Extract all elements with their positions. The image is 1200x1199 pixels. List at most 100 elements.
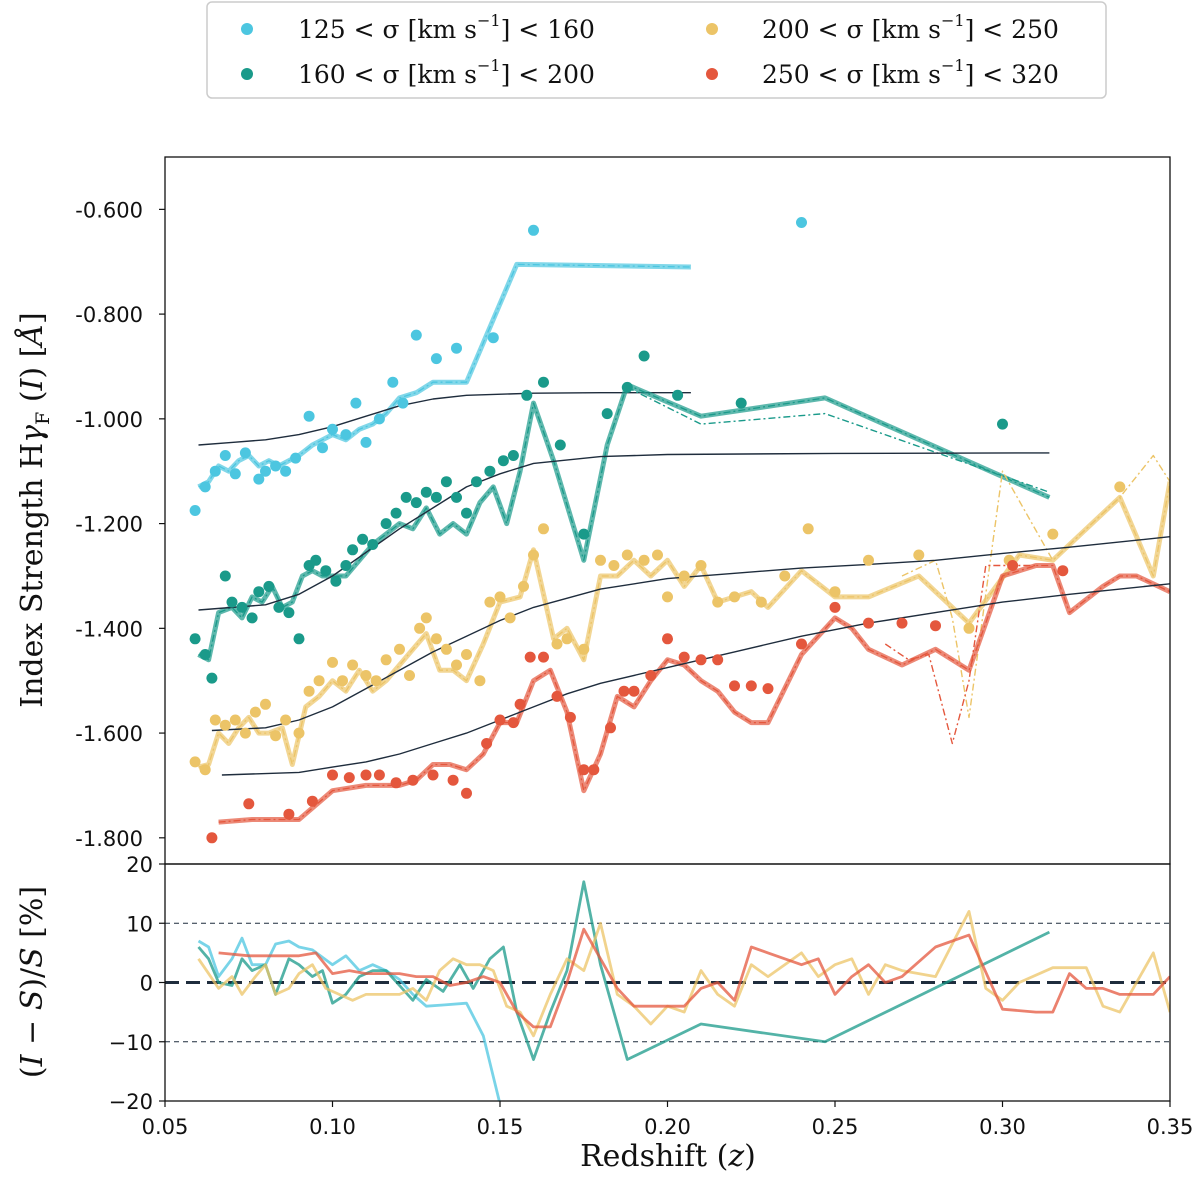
data-point-s1-35: [554, 439, 566, 451]
data-point-s0-11: [303, 410, 315, 422]
data-point-s2-22: [420, 612, 432, 624]
data-point-s1-40: [672, 389, 684, 401]
model-dashed-line-s3: [218, 564, 1170, 823]
data-point-s1-15: [330, 575, 342, 587]
data-point-s0-3: [219, 450, 231, 461]
legend-label-s2: 200 < σ [km s−1] < 250: [762, 11, 1059, 44]
data-point-s2-3: [219, 719, 231, 731]
data-point-s2-23: [430, 633, 442, 645]
data-point-s2-49: [802, 523, 814, 535]
x-tick-label: 0.10: [309, 1115, 356, 1139]
top-y-ticks: -1.800 -1.600 -1.400 -1.200 -1.000 -0.800 -0.6…: [75, 198, 165, 851]
x-tick-label: 0.30: [979, 1115, 1026, 1139]
data-point-s0-2: [209, 465, 221, 477]
data-point-s2-19: [394, 643, 405, 655]
x-ticks: 0.05 0.10 0.15 0.20 0.25 0.30 0.35: [142, 1101, 1194, 1139]
data-point-s0-12: [317, 442, 328, 454]
data-point-s2-56: [1114, 481, 1126, 493]
data-point-s0-8: [270, 460, 282, 472]
legend-marker-s2: [706, 23, 718, 35]
data-point-s2-1: [199, 764, 211, 776]
data-point-s0-13: [327, 423, 338, 435]
data-point-s1-21: [390, 507, 402, 519]
residual-line-s0: [197, 936, 501, 1101]
data-point-s2-4: [229, 714, 241, 726]
data-point-s0-9: [280, 465, 292, 477]
bottom-y-ticks: −20 −10 0 10 20: [109, 853, 165, 1114]
x-tick-label: 0.35: [1147, 1115, 1194, 1139]
data-point-s3-28: [678, 651, 690, 663]
data-point-s1-33: [521, 389, 533, 401]
data-point-s2-50: [829, 586, 841, 598]
top-y-tick-label: -1.800: [75, 827, 143, 851]
data-point-s2-31: [518, 580, 529, 592]
data-point-s0-18: [387, 376, 399, 388]
data-point-s0-0: [189, 505, 201, 516]
data-point-s3-40: [1057, 565, 1069, 577]
data-point-s1-0: [189, 633, 201, 645]
data-point-s1-38: [621, 381, 633, 393]
data-point-s2-21: [414, 622, 426, 634]
data-point-s2-13: [327, 656, 338, 668]
data-point-s3-29: [695, 654, 707, 666]
data-point-s1-1: [199, 649, 211, 660]
data-point-s3-12: [461, 787, 472, 799]
data-point-s0-21: [430, 353, 442, 365]
top-y-tick-label: -0.600: [75, 198, 143, 222]
data-point-s3-3: [306, 795, 318, 807]
data-point-s3-11: [447, 774, 459, 786]
bottom-reference-lines: [165, 922, 1170, 1043]
legend-label-s1: 160 < σ [km s−1] < 200: [298, 56, 595, 89]
data-point-s1-6: [246, 612, 258, 624]
smooth-fit-line-s0: [198, 392, 691, 446]
bottom-y-tick-label: 0: [140, 972, 153, 996]
data-point-s1-7: [253, 586, 265, 598]
model-alt-line-s2: [901, 454, 1170, 719]
residual-line-s3: [218, 927, 1170, 1029]
top-model-lines: [197, 261, 1170, 825]
data-point-s1-14: [320, 565, 332, 577]
model-dashed-line-s0: [198, 263, 691, 488]
data-point-s2-40: [638, 554, 650, 566]
data-point-s1-41: [735, 397, 747, 409]
smooth-fit-line-s2: [211, 536, 1170, 732]
data-point-s2-44: [695, 560, 707, 571]
data-point-s2-7: [260, 698, 271, 710]
data-point-s3-0: [206, 832, 218, 844]
data-point-s1-16: [340, 560, 352, 571]
data-point-s0-14: [340, 429, 352, 441]
data-point-s1-30: [484, 465, 496, 477]
data-point-s1-8: [263, 580, 275, 592]
data-point-s1-18: [357, 533, 369, 545]
data-point-s2-5: [239, 727, 251, 739]
data-point-s2-51: [863, 554, 874, 566]
data-point-s2-12: [313, 675, 325, 687]
data-point-s0-17: [373, 413, 385, 425]
data-point-s2-36: [578, 643, 590, 655]
data-point-s1-26: [440, 476, 452, 488]
data-point-s3-16: [514, 698, 526, 710]
bottom-residual-lines: [197, 880, 1170, 1101]
data-point-s2-33: [538, 523, 549, 535]
residual-line-s2: [197, 910, 1170, 1038]
data-point-s3-27: [662, 633, 673, 645]
data-point-s3-13: [481, 738, 493, 749]
data-point-s2-47: [755, 596, 767, 608]
data-point-s3-37: [896, 617, 908, 629]
data-point-s3-26: [645, 670, 657, 681]
data-point-s2-30: [504, 612, 516, 624]
data-point-s3-2: [283, 808, 295, 820]
data-point-s1-13: [310, 554, 322, 566]
top-y-tick-label: -1.600: [75, 722, 143, 746]
data-point-s3-9: [407, 774, 419, 786]
data-point-s1-42: [997, 418, 1008, 430]
data-point-s3-10: [427, 769, 439, 781]
bottom-panel: −20 −10 0 10 20 0.05 0.10 0.15 0.20 0.25 0.30 0.35…: [15, 853, 1193, 1139]
legend-marker-s0: [241, 23, 253, 35]
data-point-s1-3: [219, 570, 231, 582]
data-point-s2-28: [484, 596, 496, 608]
data-point-s2-9: [280, 714, 292, 726]
top-y-axis-label: Index Strength HγF (I) [Å]: [14, 312, 54, 707]
data-point-s3-31: [729, 680, 740, 692]
data-point-s1-23: [410, 497, 422, 509]
